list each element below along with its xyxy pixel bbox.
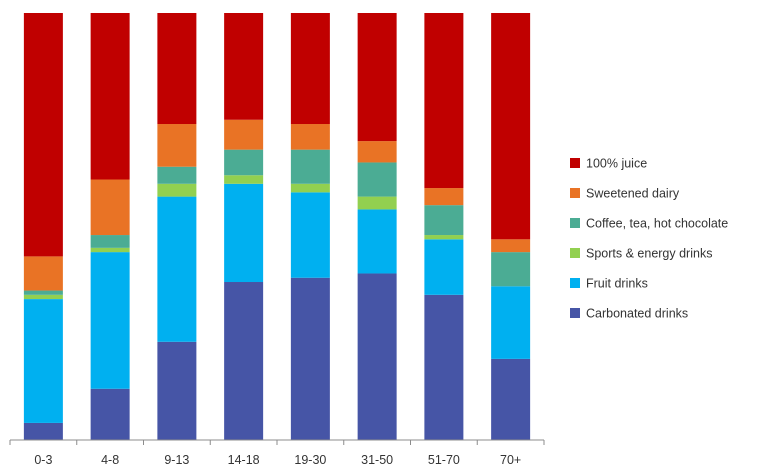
legend-item-sweetened-dairy: Sweetened dairy	[570, 187, 680, 201]
bar-segment-0-3-sweetened-dairy	[23, 256, 63, 291]
bar-segment-31-50-sweetened-dairy	[357, 141, 397, 163]
bar-segment-19-30-100-juice	[290, 13, 330, 125]
x-tick-label: 70+	[500, 453, 521, 467]
legend-label: Sweetened dairy	[586, 187, 680, 201]
legend: 100% juice Sweetened dairy Coffee, tea, ho…	[570, 157, 728, 321]
bar-31-50	[357, 13, 397, 440]
bar-segment-51-70-coffee-tea-hot-chocolate	[424, 205, 464, 236]
bar-segment-51-70-carbonated-drinks	[424, 294, 464, 440]
bar-segment-70+-fruit-drinks	[491, 286, 531, 359]
x-tick-label: 51-70	[428, 453, 460, 467]
bar-segment-0-3-carbonated-drinks	[23, 422, 63, 440]
bar-segment-51-70-sports-energy-drinks	[424, 235, 464, 240]
bar-segment-14-18-sweetened-dairy	[224, 119, 264, 150]
legend-swatch	[570, 158, 580, 168]
bar-segment-19-30-coffee-tea-hot-chocolate	[290, 149, 330, 184]
bar-segment-19-30-sweetened-dairy	[290, 124, 330, 150]
legend-swatch	[570, 188, 580, 198]
bar-segment-4-8-coffee-tea-hot-chocolate	[90, 235, 130, 248]
bar-segment-9-13-sports-energy-drinks	[157, 183, 197, 197]
bar-segment-70+-coffee-tea-hot-chocolate	[491, 252, 531, 287]
x-tick-label: 31-50	[361, 453, 393, 467]
bar-segment-4-8-100-juice	[90, 13, 130, 180]
bar-segment-31-50-fruit-drinks	[357, 209, 397, 274]
bar-0-3	[23, 13, 63, 440]
bar-segment-4-8-sweetened-dairy	[90, 179, 130, 236]
legend-item-carbonated-drinks: Carbonated drinks	[570, 307, 688, 321]
bar-segment-9-13-100-juice	[157, 13, 197, 125]
bar-segment-9-13-carbonated-drinks	[157, 341, 197, 440]
bar-segment-4-8-carbonated-drinks	[90, 388, 130, 440]
bar-segment-51-70-100-juice	[424, 13, 464, 189]
legend-swatch	[570, 218, 580, 228]
legend-swatch	[570, 308, 580, 318]
x-tick-label: 19-30	[294, 453, 326, 467]
legend-label: Fruit drinks	[586, 277, 648, 291]
x-tick-label: 14-18	[228, 453, 260, 467]
bar-segment-0-3-sports-energy-drinks	[23, 294, 63, 300]
bar-segment-0-3-fruit-drinks	[23, 299, 63, 423]
legend-item-coffee-tea-hot-chocolate: Coffee, tea, hot chocolate	[570, 217, 728, 231]
bar-70+	[491, 13, 531, 440]
bar-segment-70+-100-juice	[491, 13, 531, 240]
bar-segment-14-18-fruit-drinks	[224, 183, 264, 283]
legend-item-sports-energy-drinks: Sports & energy drinks	[570, 247, 712, 261]
bar-segment-14-18-carbonated-drinks	[224, 282, 264, 440]
bar-segment-19-30-sports-energy-drinks	[290, 183, 330, 193]
bar-segment-19-30-carbonated-drinks	[290, 277, 330, 440]
bar-segment-31-50-carbonated-drinks	[357, 273, 397, 440]
bar-segment-4-8-fruit-drinks	[90, 252, 130, 389]
legend-label: Carbonated drinks	[586, 307, 688, 321]
bar-segment-19-30-fruit-drinks	[290, 192, 330, 278]
bar-segment-51-70-sweetened-dairy	[424, 188, 464, 206]
bar-19-30	[290, 13, 330, 440]
bar-segment-31-50-sports-energy-drinks	[357, 196, 397, 210]
bar-segment-51-70-fruit-drinks	[424, 239, 464, 295]
legend-item-fruit-drinks: Fruit drinks	[570, 277, 648, 291]
x-tick-label: 0-3	[34, 453, 52, 467]
bar-segment-70+-carbonated-drinks	[491, 358, 531, 440]
bar-segment-4-8-sports-energy-drinks	[90, 247, 130, 253]
x-tick-labels: 0-3 4-8 9-13 14-18 19-30 31-50 51-70 70+	[34, 453, 521, 467]
bar-segment-9-13-coffee-tea-hot-chocolate	[157, 166, 197, 184]
legend-label: Sports & energy drinks	[586, 247, 712, 261]
bar-segment-14-18-sports-energy-drinks	[224, 175, 264, 184]
legend-label: 100% juice	[586, 157, 647, 171]
x-tick-label: 9-13	[164, 453, 189, 467]
bar-segment-31-50-100-juice	[357, 13, 397, 142]
legend-swatch	[570, 278, 580, 288]
bar-4-8	[90, 13, 130, 440]
bar-14-18	[224, 13, 264, 440]
x-tick-label: 4-8	[101, 453, 119, 467]
bar-9-13	[157, 13, 197, 440]
legend-item-100-juice: 100% juice	[570, 157, 647, 171]
bars-group	[23, 13, 531, 440]
legend-label: Coffee, tea, hot chocolate	[586, 217, 728, 231]
bar-segment-9-13-sweetened-dairy	[157, 124, 197, 167]
bar-segment-31-50-coffee-tea-hot-chocolate	[357, 162, 397, 197]
bar-segment-0-3-100-juice	[23, 13, 63, 257]
bar-segment-9-13-fruit-drinks	[157, 196, 197, 342]
bar-segment-0-3-coffee-tea-hot-chocolate	[23, 290, 63, 295]
x-tick-marks	[9, 440, 545, 445]
legend-swatch	[570, 248, 580, 258]
bar-segment-70+-sweetened-dairy	[491, 239, 531, 253]
bar-segment-14-18-coffee-tea-hot-chocolate	[224, 149, 264, 176]
bar-51-70	[424, 13, 464, 440]
bar-segment-14-18-100-juice	[224, 13, 264, 120]
